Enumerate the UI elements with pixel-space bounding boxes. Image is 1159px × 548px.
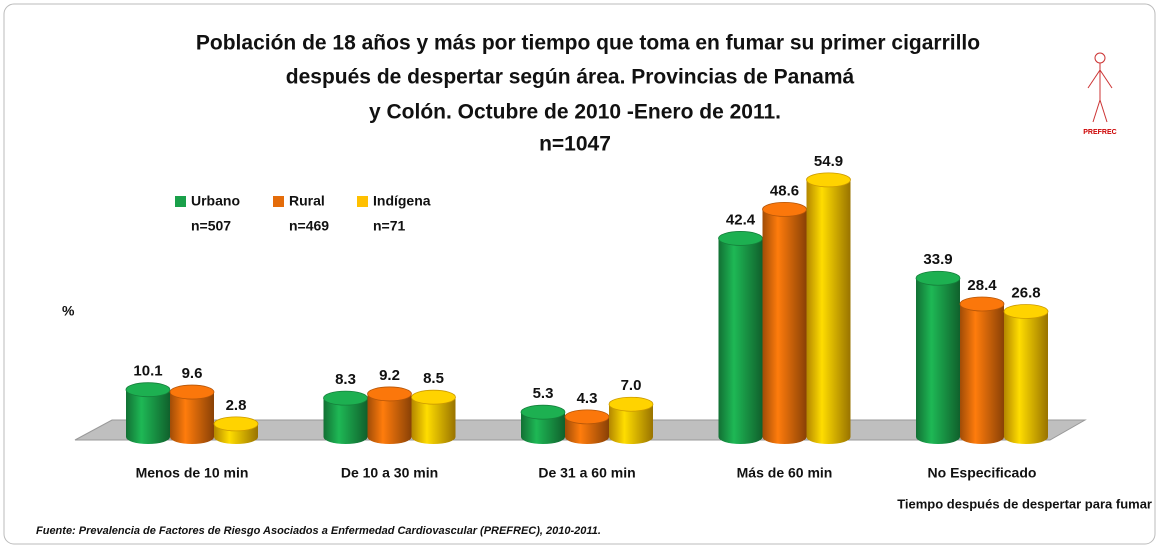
x-tick-label: Menos de 10 min [136, 465, 249, 481]
source: Fuente: Prevalencia de Factores de Riesg… [36, 525, 601, 537]
value-label: 48.6 [770, 182, 799, 199]
legend-sample: n=71 [373, 218, 406, 234]
chart-title: Población de 18 años y más por tiempo qu… [196, 32, 980, 55]
bar-top [564, 409, 610, 425]
bar [125, 382, 171, 444]
bar [411, 389, 456, 444]
value-label: 5.3 [533, 385, 554, 402]
bar-top [125, 382, 171, 398]
value-label: 8.5 [423, 370, 444, 387]
bar [169, 384, 215, 444]
bar-body [1004, 311, 1048, 437]
bar [1003, 304, 1049, 444]
bar-body [762, 209, 807, 437]
bar [915, 270, 961, 444]
y-axis-label: % [62, 303, 75, 319]
bar [323, 390, 368, 444]
value-label: 26.8 [1011, 284, 1040, 301]
bar-top [367, 386, 412, 402]
bar [520, 404, 566, 444]
value-label: 28.4 [967, 277, 997, 294]
bar-top [762, 201, 807, 217]
logo-text: PREFREC [1083, 129, 1116, 136]
bar [718, 231, 763, 444]
value-label: 4.3 [577, 390, 598, 407]
x-tick-label: Más de 60 min [737, 465, 833, 481]
legend-label: Indígena [373, 193, 431, 209]
frame [3, 3, 1156, 545]
logo [1087, 52, 1113, 123]
legend-label: Rural [289, 193, 325, 209]
value-label: 9.2 [379, 367, 400, 384]
bar-top [520, 404, 566, 420]
x-tick-label: No Especificado [928, 465, 1037, 481]
chart-title: después de despertar según área. Provinc… [286, 66, 855, 89]
bar [367, 386, 412, 444]
x-tick-label: De 31 a 60 min [538, 465, 635, 481]
bar [564, 409, 610, 444]
bar-top [213, 416, 259, 432]
bar [959, 296, 1005, 444]
bar [213, 416, 259, 444]
chart-title: y Colón. Octubre de 2010 -Enero de 2011. [369, 101, 781, 124]
bar [762, 201, 807, 444]
value-label: 42.4 [726, 211, 756, 228]
bar-top [323, 390, 368, 406]
value-label: 54.9 [814, 153, 843, 170]
bar-body [170, 392, 214, 437]
value-label: 9.6 [182, 365, 203, 382]
bar-top [411, 389, 456, 405]
x-tick-label: De 10 a 30 min [341, 465, 438, 481]
value-label: 7.0 [621, 377, 642, 394]
bar-top [806, 172, 851, 188]
bar-body [916, 278, 960, 437]
bar-top [959, 296, 1005, 312]
legend-swatch [175, 196, 186, 207]
bar-body [718, 238, 763, 437]
legend-label: Urbano [191, 193, 240, 209]
bar-body [960, 303, 1004, 437]
value-label: 2.8 [226, 397, 247, 414]
legend-sample: n=507 [191, 218, 231, 234]
legend-swatch [273, 196, 284, 207]
bar-top [1003, 304, 1049, 319]
legend-sample: n=469 [289, 218, 329, 234]
bar-top [169, 384, 215, 400]
bar [806, 172, 851, 444]
bar-body [806, 179, 851, 437]
legend-swatch [357, 196, 368, 207]
value-label: 10.1 [133, 363, 162, 380]
chart-subtitle: n=1047 [539, 133, 611, 156]
x-axis-label: Tiempo después de despertar para fumar [897, 496, 1152, 511]
value-label: 8.3 [335, 371, 356, 388]
bar-top [915, 270, 961, 286]
value-label: 33.9 [923, 251, 952, 268]
bar-top [608, 396, 654, 412]
bar-top [718, 231, 763, 246]
bar-body [126, 389, 170, 437]
bar [608, 396, 654, 444]
